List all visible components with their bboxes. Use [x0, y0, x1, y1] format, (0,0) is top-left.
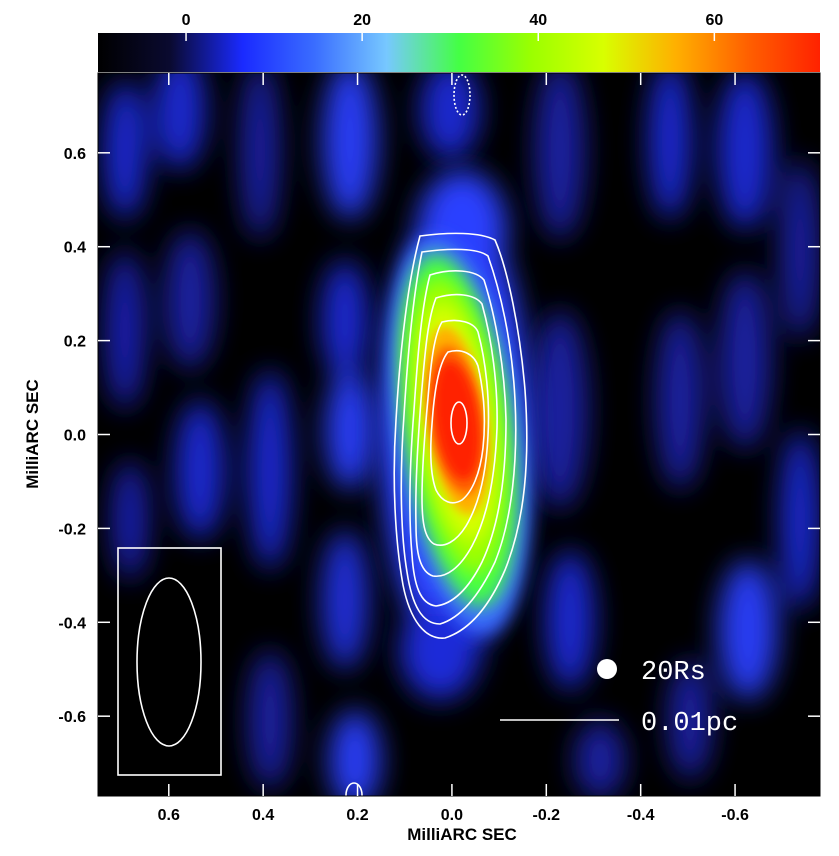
beam-box [117, 547, 222, 776]
colorbar-tick-label: 40 [529, 12, 547, 29]
contour-level-3 [409, 270, 507, 607]
y-tick-label: -0.6 [58, 709, 86, 726]
y-tick-label: -0.2 [58, 521, 86, 538]
contour-level-6 [430, 350, 486, 504]
rs-marker [597, 659, 617, 679]
image-plane: 20Rs 0.01pc [98, 73, 820, 796]
x-tick-label: -0.4 [627, 807, 655, 824]
contour-level-2 [400, 248, 517, 625]
contour-small-bottom [345, 782, 363, 796]
contour-level-5 [421, 319, 490, 546]
scalebar-label: 0.01pc [641, 709, 738, 739]
rs-label: 20Rs [641, 658, 706, 688]
colorbar-ticks: 0 20 40 60 [182, 12, 723, 41]
y-tick-label: 0.0 [64, 428, 86, 445]
contour-lines [345, 74, 528, 796]
colorbar-tick-label: 20 [353, 12, 371, 29]
colorbar: 0 20 40 60 [98, 12, 820, 72]
y-tick-label: -0.4 [58, 615, 86, 632]
colorbar-tick-label: 60 [705, 12, 723, 29]
y-axis-title: MilliARC SEC [23, 379, 42, 489]
x-tick-label: 0.4 [252, 807, 274, 824]
x-tick-label: 0.6 [158, 807, 180, 824]
x-tick-label: -0.2 [533, 807, 561, 824]
x-tick-label: 0.0 [441, 807, 463, 824]
x-axis-ticks: 0.6 0.4 0.2 0.0 -0.2 -0.4 -0.6 [158, 73, 749, 824]
contour-peak [450, 401, 468, 445]
sidelobe-noise [103, 73, 820, 796]
beam-inset [117, 547, 222, 776]
y-tick-label: 0.4 [64, 240, 86, 257]
scale-legend: 20Rs 0.01pc [500, 658, 738, 739]
x-tick-label: -0.6 [721, 807, 749, 824]
contour-level-4 [415, 293, 498, 577]
x-tick-label: 0.2 [346, 807, 368, 824]
y-tick-label: 0.6 [64, 146, 86, 163]
x-axis-title: MilliARC SEC [407, 825, 517, 844]
contour-level-1 [393, 232, 528, 639]
contour-negative [453, 74, 471, 116]
colorbar-tick-label: 0 [182, 12, 191, 29]
colorbar-gradient [98, 33, 820, 72]
y-axis-ticks: 0.6 0.4 0.2 0.0 -0.2 -0.4 -0.6 [58, 146, 820, 726]
y-tick-label: 0.2 [64, 334, 86, 351]
beam-ellipse [136, 577, 202, 747]
